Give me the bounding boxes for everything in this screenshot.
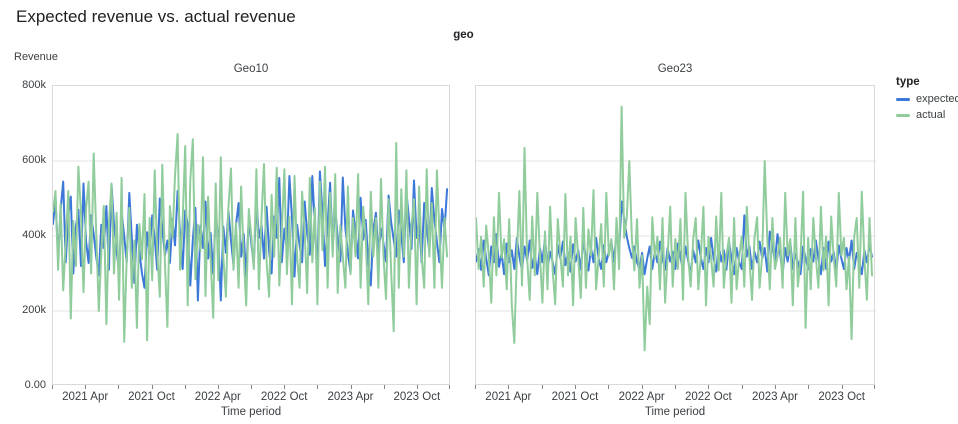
x-tick-mark xyxy=(284,385,286,389)
legend: type expected actual xyxy=(896,76,958,125)
y-tick-label: 600k xyxy=(22,154,46,166)
facet-field-label: geo xyxy=(453,29,474,41)
x-tick-mark xyxy=(383,385,385,389)
x-tick-label: 2021 Oct xyxy=(128,391,175,403)
x-tick-mark xyxy=(151,385,153,389)
x-tick-mark xyxy=(508,385,510,389)
y-axis-title: Revenue xyxy=(14,51,59,63)
x-tick-mark xyxy=(708,385,710,389)
x-tick-mark xyxy=(608,385,610,389)
series-line-actual[interactable] xyxy=(476,105,873,352)
x-tick-label: 2023 Apr xyxy=(751,391,799,403)
legend-item-actual[interactable]: actual xyxy=(896,109,958,121)
y-tick-label: 200k xyxy=(22,304,46,316)
facet-title-geo23: Geo23 xyxy=(657,63,693,75)
y-tick-label: 800k xyxy=(22,79,46,91)
y-tick-label: 0.00 xyxy=(24,379,46,391)
x-tick-mark xyxy=(641,385,643,389)
x-tick-mark xyxy=(217,385,219,389)
legend-item-expected[interactable]: expected xyxy=(896,93,958,105)
x-tick-label: 2021 Apr xyxy=(485,391,532,403)
x-tick-mark xyxy=(841,385,843,389)
y-tick-label: 400k xyxy=(22,229,46,241)
x-axis-title-geo10: Time period xyxy=(220,406,282,418)
x-tick-mark xyxy=(416,385,418,389)
x-tick-mark xyxy=(317,385,319,389)
x-tick-mark xyxy=(575,385,576,389)
x-tick-mark xyxy=(251,385,252,389)
x-tick-mark xyxy=(541,385,543,389)
x-tick-label: 2023 Oct xyxy=(818,391,865,403)
line-chart-geo10[interactable] xyxy=(52,85,451,386)
x-tick-label: 2023 Apr xyxy=(327,391,374,403)
x-tick-label: 2021 Apr xyxy=(62,391,109,403)
x-tick-label: 2022 Oct xyxy=(260,391,308,403)
series-line-actual[interactable] xyxy=(53,133,449,343)
x-tick-mark xyxy=(184,385,186,389)
x-tick-mark xyxy=(874,385,875,389)
x-tick-mark xyxy=(475,385,476,389)
legend-swatch-actual xyxy=(896,113,910,117)
x-tick-mark xyxy=(775,385,776,389)
x-tick-label: 2022 Apr xyxy=(194,391,241,403)
x-tick-label: 2022 Oct xyxy=(684,391,732,403)
legend-label: actual xyxy=(916,109,946,121)
x-tick-mark xyxy=(52,385,53,389)
legend-title: type xyxy=(896,76,920,88)
x-tick-label: 2023 Oct xyxy=(393,391,441,403)
x-tick-label: 2021 Oct xyxy=(551,391,599,403)
legend-label: expected xyxy=(916,93,958,105)
x-tick-mark xyxy=(808,385,810,389)
x-tick-mark xyxy=(118,385,120,389)
x-axis-title-geo23: Time period xyxy=(644,406,706,418)
plot-area[interactable] xyxy=(476,86,876,386)
line-chart-geo23[interactable] xyxy=(475,85,876,386)
x-tick-mark xyxy=(449,385,450,389)
x-tick-mark xyxy=(675,385,676,389)
x-tick-mark xyxy=(741,385,743,389)
plot-area[interactable] xyxy=(53,86,451,386)
facet-title-geo10: Geo10 xyxy=(233,63,269,75)
legend-swatch-expected xyxy=(896,97,910,101)
x-tick-mark xyxy=(85,385,87,389)
page-title: Expected revenue vs. actual revenue xyxy=(16,7,296,26)
x-tick-mark xyxy=(350,385,352,389)
x-tick-label: 2022 Apr xyxy=(618,391,665,403)
